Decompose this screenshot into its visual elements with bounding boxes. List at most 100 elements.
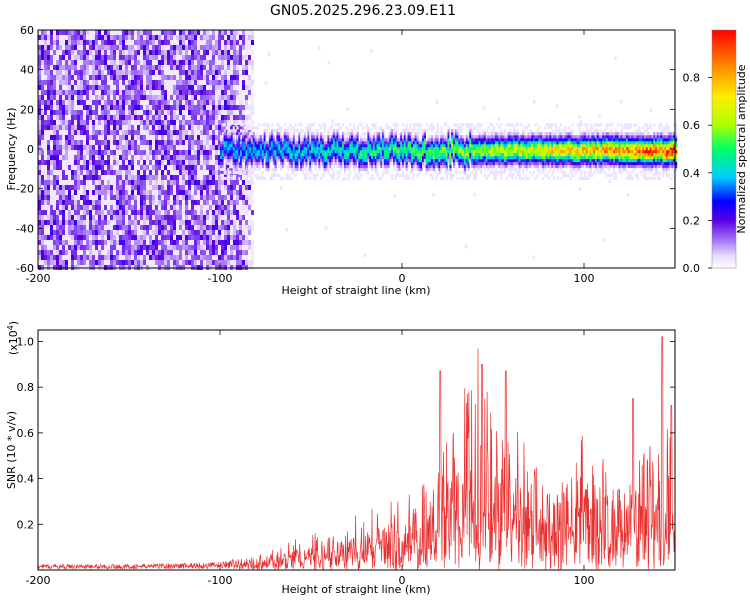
spectrogram-band-cell xyxy=(383,132,386,136)
spectrogram-noise-cell xyxy=(155,60,158,65)
spectrogram-noise-cell xyxy=(251,70,254,75)
spectrogram-noise-cell xyxy=(152,155,155,160)
spectrogram-noise-cell xyxy=(143,135,146,140)
spectrogram-noise-cell xyxy=(128,75,131,80)
spectrogram-noise-cell xyxy=(224,65,227,70)
spectrogram-noise-cell xyxy=(218,35,221,40)
spectrogram-noise-cell xyxy=(245,205,248,210)
spectrogram-band-cell xyxy=(236,144,239,148)
spectrogram-noise-cell xyxy=(167,155,170,160)
spectrogram-noise-cell xyxy=(86,75,89,80)
spectrogram-band-cell xyxy=(396,150,399,154)
spectrogram-noise-cell xyxy=(47,70,50,75)
spectrogram-noise-cell xyxy=(110,170,113,175)
spectrogram-band-cell xyxy=(281,155,285,160)
spectrogram-noise-cell xyxy=(212,85,215,90)
spectrogram-noise-cell xyxy=(101,75,104,80)
spectrogram-noise-cell xyxy=(212,240,215,245)
spectrogram-band-cell xyxy=(280,161,283,166)
spectrogram-noise-cell xyxy=(251,85,254,90)
spectrogram-noise-cell xyxy=(149,185,152,190)
spectrogram-noise-cell xyxy=(65,70,68,75)
spectrogram-band-cell xyxy=(321,141,325,145)
spectrogram-noise-cell xyxy=(38,180,41,185)
spectrogram-noise-cell xyxy=(86,70,89,75)
spectrogram-noise-cell xyxy=(164,205,167,210)
spectrogram-noise-cell xyxy=(140,30,143,35)
spectrogram-noise-cell xyxy=(131,135,134,140)
spectrogram-band-cell xyxy=(349,155,352,160)
spectrogram-noise-cell xyxy=(65,105,68,110)
spectrogram-noise-cell xyxy=(185,140,188,145)
spectrogram-noise-cell xyxy=(83,65,86,70)
spectrogram-noise-cell xyxy=(218,45,221,50)
spectrogram-noise-cell xyxy=(239,180,242,185)
spectrogram-noise-cell xyxy=(146,60,149,65)
spectrogram-noise-cell xyxy=(71,160,74,165)
spectrogram-noise-cell xyxy=(248,205,251,210)
spectrogram-noise-cell xyxy=(62,105,65,110)
spectrogram-noise-cell xyxy=(128,100,131,105)
spectrogram-band-cell xyxy=(352,167,356,171)
spectrogram-speck xyxy=(570,169,573,173)
spectrogram-band-cell xyxy=(338,155,341,160)
spectrogram-noise-cell xyxy=(71,85,74,90)
spectrogram-noise-cell xyxy=(77,45,80,50)
spectrogram-noise-cell xyxy=(224,220,227,225)
spectrogram-noise-cell xyxy=(251,75,254,80)
spectrogram-noise-cell xyxy=(92,190,95,195)
spectrogram-band-cell xyxy=(398,164,401,169)
spectrogram-noise-cell xyxy=(53,125,56,130)
spectrogram-noise-cell xyxy=(170,180,173,185)
spectrogram-band-cell xyxy=(276,132,279,136)
spectrogram-band-cell xyxy=(229,158,232,163)
spectrogram-noise-cell xyxy=(44,220,47,225)
spectrogram-band-cell xyxy=(387,155,390,160)
spectrogram-noise-cell xyxy=(218,255,221,260)
spectrogram-noise-cell xyxy=(212,210,215,215)
spectrogram-noise-cell xyxy=(203,110,206,115)
spectrogram-noise-cell xyxy=(179,70,182,75)
spectrogram-noise-cell xyxy=(215,95,218,100)
spectrogram-noise-cell xyxy=(50,45,53,50)
spectrogram-band-cell xyxy=(374,132,377,136)
spectrogram-band-cell xyxy=(380,161,383,166)
spectrogram-noise-cell xyxy=(176,185,179,190)
spectrogram-noise-cell xyxy=(185,30,188,35)
spectrogram-noise-cell xyxy=(59,145,62,150)
spectrogram-band-cell xyxy=(383,144,386,148)
spectrogram-band-cell xyxy=(312,135,315,139)
spectrogram-noise-cell xyxy=(233,85,236,90)
spectrogram-band-cell xyxy=(371,158,374,163)
spectrogram-noise-cell xyxy=(158,95,161,100)
spectrogram-band-cell xyxy=(323,135,326,139)
spectrogram-band-cell xyxy=(232,129,235,133)
spectrogram-noise-cell xyxy=(158,245,161,250)
spectrogram-noise-cell xyxy=(152,185,155,190)
spectrogram-band-cell xyxy=(243,150,246,154)
spectrogram-noise-cell xyxy=(245,185,248,190)
spectrogram-noise-cell xyxy=(74,105,77,110)
spectrogram-noise-cell xyxy=(125,130,128,135)
spectrogram-noise-cell xyxy=(53,165,56,170)
spectrogram-band-cell xyxy=(269,141,272,145)
spectrogram-noise-cell xyxy=(149,170,152,175)
spectrogram-band-cell xyxy=(376,144,379,148)
spectrogram-noise-cell xyxy=(152,260,155,265)
spectrogram-band-cell xyxy=(314,164,317,169)
spectrogram-band-cell xyxy=(252,126,255,130)
spectrogram-noise-cell xyxy=(206,240,209,245)
spectrogram-band-cell xyxy=(349,123,352,127)
spectrogram-noise-cell xyxy=(143,125,146,130)
spectrogram-noise-cell xyxy=(110,250,113,255)
spectrogram-noise-cell xyxy=(89,75,92,80)
spectrogram-noise-cell xyxy=(68,70,71,75)
spectrogram-noise-cell xyxy=(242,90,245,95)
spectrogram-band-cell xyxy=(220,150,223,154)
spectrogram-band-cell xyxy=(236,141,239,145)
spectrogram-band-cell xyxy=(394,147,397,151)
spectrogram-noise-cell xyxy=(140,170,143,175)
spectrogram-noise-cell xyxy=(245,110,248,115)
spectrogram-band-cell xyxy=(241,153,244,157)
spectrogram-noise-cell xyxy=(125,250,128,255)
